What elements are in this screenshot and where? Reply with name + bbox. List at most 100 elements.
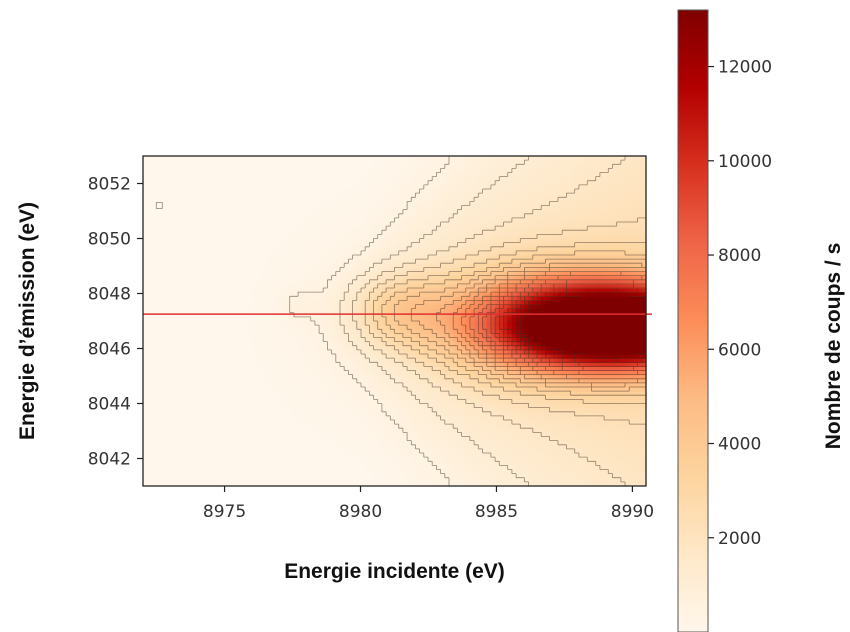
heatmap-cell: [516, 481, 521, 487]
heatmap-cell: [205, 457, 211, 462]
heatmap-cell: [482, 325, 488, 330]
heatmap-cell: [549, 378, 555, 384]
heatmap-cell: [335, 399, 341, 405]
heatmap-cell: [260, 382, 266, 388]
heatmap-cell: [398, 444, 404, 450]
heatmap-cell: [469, 387, 475, 392]
heatmap-cell: [524, 440, 530, 446]
heatmap-cell: [386, 444, 391, 450]
heatmap-cell: [570, 440, 576, 446]
heatmap-cell: [352, 477, 358, 483]
heatmap-cell: [147, 399, 152, 405]
heatmap-cell: [629, 321, 635, 326]
heatmap-cell: [193, 333, 199, 339]
heatmap-cell: [511, 354, 517, 359]
heatmap-cell: [222, 469, 228, 475]
heatmap-cell: [402, 481, 408, 487]
heatmap-cell: [180, 387, 186, 392]
heatmap-cell: [620, 349, 626, 355]
heatmap-cell: [281, 387, 287, 392]
heatmap-cell: [587, 366, 593, 372]
heatmap-cell: [578, 337, 584, 343]
heatmap-cell: [172, 453, 178, 458]
heatmap-cell: [260, 477, 266, 483]
heatmap-cell: [620, 399, 626, 405]
heatmap-cell: [394, 316, 400, 322]
heatmap-cell: [377, 473, 383, 479]
heatmap-cell: [566, 399, 572, 405]
heatmap-cell: [193, 321, 199, 326]
heatmap-cell: [272, 481, 278, 487]
heatmap-cell: [281, 362, 287, 367]
heatmap-cell: [293, 420, 299, 425]
heatmap-cell: [457, 329, 463, 334]
heatmap-cell: [247, 354, 253, 359]
heatmap-cell: [226, 399, 232, 405]
heatmap-cell: [352, 316, 358, 322]
heatmap-cell: [583, 387, 588, 392]
heatmap-cell: [180, 325, 186, 330]
heatmap-cell: [251, 345, 257, 351]
heatmap-cell: [390, 411, 396, 417]
heatmap-cell: [612, 415, 618, 421]
heatmap-cell: [302, 411, 308, 417]
heatmap-cell: [352, 411, 358, 417]
heatmap-cell: [503, 378, 509, 384]
heatmap-cell: [331, 391, 337, 396]
heatmap-cell: [298, 378, 303, 384]
heatmap-cell: [163, 337, 169, 343]
heatmap-cell: [272, 465, 278, 471]
heatmap-cell: [633, 420, 639, 425]
heatmap-cell: [235, 481, 241, 487]
heatmap-cell: [423, 440, 429, 446]
heatmap-cell: [394, 448, 400, 454]
heatmap-cell: [306, 387, 312, 392]
heatmap-cell: [578, 366, 584, 372]
heatmap-cell: [637, 465, 643, 471]
heatmap-cell: [453, 403, 458, 409]
heatmap-cell: [411, 465, 417, 471]
heatmap-cell: [562, 473, 567, 479]
heatmap-cell: [532, 424, 538, 429]
heatmap-cell: [277, 370, 282, 376]
heatmap-cell: [193, 448, 199, 454]
heatmap-cell: [620, 432, 626, 438]
heatmap-cell: [524, 432, 530, 438]
heatmap-cell: [356, 407, 362, 413]
heatmap-cell: [327, 436, 333, 442]
heatmap-cell: [247, 461, 253, 466]
heatmap-cell: [377, 362, 383, 367]
heatmap-cell: [520, 395, 526, 400]
heatmap-cell: [239, 321, 245, 326]
heatmap-cell: [398, 358, 404, 363]
heatmap-cell: [264, 316, 270, 322]
heatmap-cell: [386, 366, 391, 372]
heatmap-cell: [293, 399, 299, 405]
heatmap-cell: [440, 395, 446, 400]
heatmap-cell: [637, 432, 643, 438]
heatmap-cell: [184, 382, 190, 388]
heatmap-cell: [390, 374, 396, 380]
heatmap-cell: [289, 378, 295, 384]
heatmap-cell: [469, 465, 475, 471]
heatmap-cell: [486, 448, 492, 454]
heatmap-cell: [402, 325, 408, 330]
heatmap-cell: [377, 440, 383, 446]
heatmap-cell: [419, 448, 425, 454]
heatmap-cell: [239, 337, 245, 343]
heatmap-cell: [637, 345, 643, 351]
heatmap-cell: [520, 481, 526, 487]
heatmap-cell: [545, 362, 551, 367]
heatmap-cell: [457, 403, 463, 409]
heatmap-cell: [633, 354, 639, 359]
heatmap-cell: [557, 461, 563, 466]
heatmap-cell: [469, 366, 475, 372]
heatmap-cell: [218, 349, 224, 355]
heatmap-cell: [306, 440, 312, 446]
heatmap-cell: [528, 366, 534, 372]
heatmap-cell: [226, 345, 232, 351]
heatmap-cell: [201, 387, 207, 392]
heatmap-cell: [549, 444, 555, 450]
heatmap-cell: [373, 453, 379, 458]
heatmap-cell: [239, 407, 245, 413]
